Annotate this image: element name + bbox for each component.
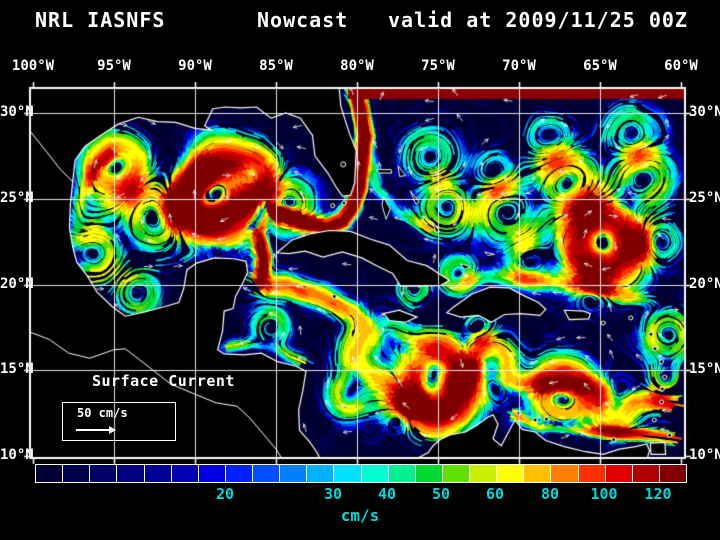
lon-label: 75°W [421,58,455,74]
colorbar-tick: 40 [377,485,397,503]
model-name: NRL IASNFS [35,8,166,32]
colorbar-cell [307,465,335,482]
lat-label-right: 20°N [689,276,720,292]
colorbar-cell [280,465,308,482]
colorbar-tick: 20 [215,485,235,503]
colorbar-cell [144,465,172,482]
lat-label-right: 10°N [689,447,720,463]
colorbar-cell [334,465,362,482]
lon-label: 70°W [502,58,536,74]
lat-label-right: 30°N [689,104,720,120]
colorbar-cell [605,465,633,482]
colorbar-tick: 80 [540,485,560,503]
lon-label: 85°W [259,58,293,74]
colorbar-cell [415,465,443,482]
scale-value: 50 cm/s [77,406,128,420]
colorbar-cell [361,465,389,482]
colorbar-cell [470,465,498,482]
colorbar-cell [36,465,64,482]
colorbar-cell [578,465,606,482]
colorbar-cell [442,465,470,482]
lat-label-left: 30°N [0,104,34,120]
colorbar-cell [171,465,199,482]
lat-label-left: 15°N [0,361,34,377]
lat-label-left: 25°N [0,190,34,206]
lat-label-left: 20°N [0,276,34,292]
lon-label: 100°W [11,58,55,74]
lat-label-right: 25°N [689,190,720,206]
colorbar-tick: 30 [323,485,343,503]
colorbar-tick: 100 [590,485,618,503]
colorbar-cell [659,465,686,482]
lat-label-right: 15°N [689,361,720,377]
colorbar-cell [632,465,660,482]
lon-label: 80°W [340,58,374,74]
colorbar-tick: 60 [485,485,505,503]
colorbar-cell [198,465,226,482]
colorbar [35,464,687,483]
colorbar-cell [253,465,281,482]
lon-label: 95°W [97,58,131,74]
colorbar-cell [388,465,416,482]
product-name: Nowcast [257,8,349,32]
lon-label: 60°W [664,58,698,74]
lon-label: 65°W [583,58,617,74]
surface-current-label: Surface Current [92,372,235,390]
colorbar-cell [497,465,525,482]
colorbar-cell [90,465,118,482]
colorbar-tick: 50 [431,485,451,503]
colorbar-units: cm/s [340,506,380,525]
current-scale-box: 50 cm/s [62,402,176,441]
colorbar-cell [225,465,253,482]
lat-label-left: 10°N [0,447,34,463]
valid-time: valid at 2009/11/25 00Z [388,8,688,32]
lon-label: 90°W [178,58,212,74]
colorbar-cell [117,465,145,482]
colorbar-cell [551,465,579,482]
colorbar-cell [524,465,552,482]
colorbar-cell [63,465,91,482]
colorbar-tick: 120 [644,485,672,503]
